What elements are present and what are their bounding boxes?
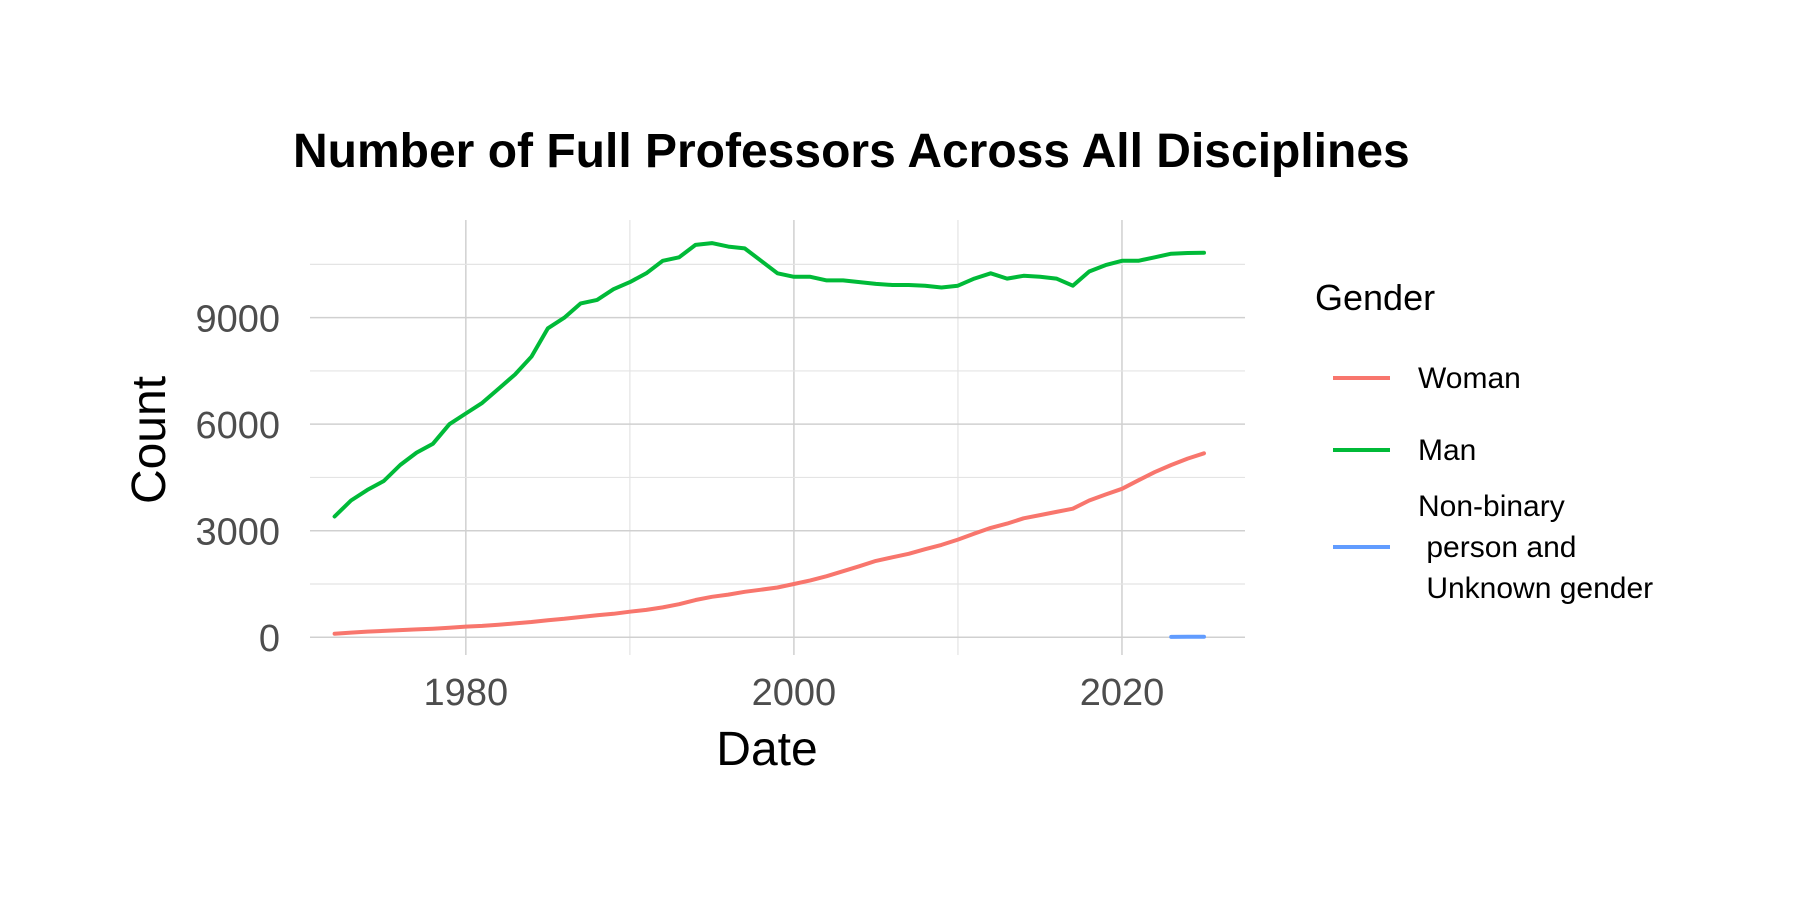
chart-title: Number of Full Professors Across All Dis… xyxy=(293,125,1410,178)
x-axis-ticks: 1980 2000 2020 xyxy=(424,672,1165,714)
x-tick-label: 2020 xyxy=(1080,672,1165,714)
y-tick-label: 0 xyxy=(259,618,280,660)
x-axis-title: Date xyxy=(716,723,817,776)
legend-label-non-binary: Non-binary person and Unknown gender xyxy=(1418,490,1653,605)
series-lines xyxy=(332,241,1206,639)
y-tick-label: 3000 xyxy=(195,512,280,554)
x-tick-label: 1980 xyxy=(424,672,509,714)
series-line-woman xyxy=(332,451,1206,636)
grid xyxy=(310,220,1245,655)
x-tick-label: 2000 xyxy=(752,672,837,714)
legend-label-woman: Woman xyxy=(1418,362,1521,395)
y-tick-label: 9000 xyxy=(195,299,280,341)
y-axis-ticks: 0 3000 6000 9000 xyxy=(195,299,280,661)
y-axis-title: Count xyxy=(123,376,176,504)
legend-title: Gender xyxy=(1315,277,1435,318)
legend: Woman Man Non-binary person and Unknown ge… xyxy=(1333,362,1653,605)
legend-label-man: Man xyxy=(1418,434,1476,467)
y-tick-label: 6000 xyxy=(195,405,280,447)
series-line-man xyxy=(332,241,1206,519)
